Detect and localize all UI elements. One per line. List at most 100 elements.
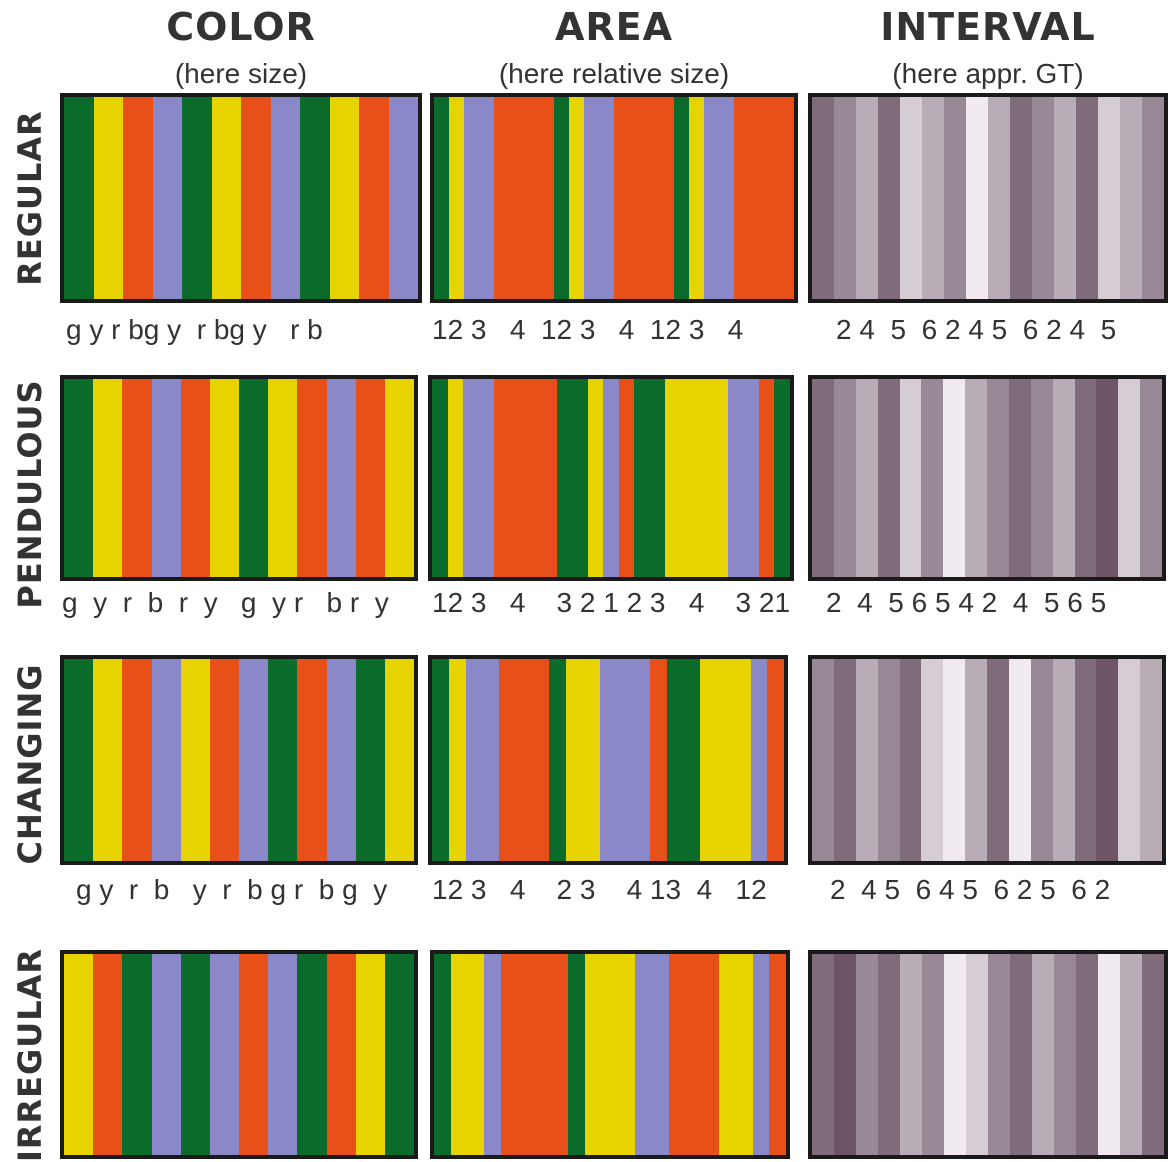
area-stripe: [634, 379, 666, 577]
interval-stripe: [965, 379, 987, 577]
color-stripe: [300, 97, 330, 299]
interval-stripe: [1010, 954, 1032, 1155]
interval-stripe: [966, 97, 988, 299]
color-stripe: [384, 659, 414, 861]
color-stripe: [93, 954, 123, 1155]
interval-stripe: [856, 954, 878, 1155]
area-stripe: [568, 954, 585, 1155]
row-label-regular: REGULAR: [11, 110, 49, 286]
area-stripe: [704, 97, 734, 299]
area-stripe: [767, 659, 784, 861]
area-stripe: [554, 97, 569, 299]
area-stripe: [584, 954, 636, 1155]
color-sequence-pendulous: g y r b r y g y r b r y: [62, 587, 389, 618]
area-stripe: [666, 659, 701, 861]
color-stripe: [64, 379, 94, 577]
interval-stripe: [1054, 97, 1076, 299]
interval-stripe: [1118, 379, 1141, 577]
interval-stripe: [1118, 659, 1141, 861]
color-stripe: [122, 659, 152, 861]
color-stripe: [180, 379, 210, 577]
color-stripe: [211, 97, 241, 299]
area-stripe: [665, 379, 728, 577]
color-stripe: [268, 954, 298, 1155]
interval-stripe: [812, 659, 834, 861]
column-title-color: COLOR: [166, 5, 316, 49]
interval-stripe: [1140, 659, 1162, 861]
color-stripe: [297, 379, 327, 577]
area-stripe: [603, 379, 619, 577]
interval-stripe: [987, 659, 1009, 861]
interval-stripe: [1076, 97, 1098, 299]
area-stripe: [635, 954, 669, 1155]
interval-stripe: [833, 659, 856, 861]
area-stripe: [449, 97, 464, 299]
area-stripe: [614, 97, 674, 299]
interval-stripe: [1008, 659, 1031, 861]
interval-panel-regular: [808, 93, 1168, 303]
interval-stripe: [1142, 97, 1164, 299]
interval-stripe: [921, 659, 944, 861]
color-stripe: [268, 659, 298, 861]
color-stripe: [384, 954, 414, 1155]
area-stripe: [549, 659, 567, 861]
color-stripe: [64, 659, 94, 861]
interval-stripe: [1030, 379, 1053, 577]
interval-stripe: [878, 97, 900, 299]
interval-stripe: [922, 954, 944, 1155]
interval-stripe: [1052, 379, 1075, 577]
interval-stripe: [900, 97, 922, 299]
area-stripe: [465, 659, 500, 861]
interval-stripe: [1052, 659, 1075, 861]
color-stripe: [355, 954, 385, 1155]
interval-stripe: [1142, 954, 1164, 1155]
area-stripe: [734, 97, 794, 299]
color-stripe: [239, 379, 269, 577]
area-stripe: [752, 954, 770, 1155]
area-stripe: [674, 97, 689, 299]
interval-stripe: [855, 379, 878, 577]
interval-stripe: [877, 659, 900, 861]
color-stripe: [297, 954, 327, 1155]
area-panel-irregular: [430, 950, 790, 1159]
interval-stripe: [1054, 954, 1076, 1155]
area-stripe: [434, 97, 449, 299]
interval-stripe: [1008, 379, 1031, 577]
interval-stripe: [1096, 379, 1119, 577]
area-stripe: [774, 379, 790, 577]
interval-sequence-regular: 2 4 5 6 2 4 5 6 2 4 5: [836, 314, 1117, 345]
interval-stripe: [921, 379, 944, 577]
color-stripe: [209, 659, 240, 861]
color-stripe: [384, 379, 414, 577]
area-stripe: [464, 97, 494, 299]
area-stripe: [463, 379, 495, 577]
interval-panel-pendulous: [808, 375, 1166, 581]
interval-stripe: [812, 954, 834, 1155]
area-stripe: [448, 659, 466, 861]
area-stripe: [432, 379, 448, 577]
color-stripe: [93, 97, 123, 299]
area-stripe: [758, 379, 775, 577]
color-stripe: [152, 97, 182, 299]
area-panel-regular: [430, 93, 798, 303]
interval-stripe: [855, 659, 878, 861]
column-subtitle-interval: (here appr. GT): [892, 58, 1084, 89]
interval-stripe: [1032, 954, 1054, 1155]
color-stripe: [180, 954, 210, 1155]
area-sequence-pendulous: 12 3 4 3 2 1 2 3 4 3 21: [432, 587, 791, 618]
column-title-interval: INTERVAL: [880, 5, 1096, 49]
area-stripe: [718, 954, 753, 1155]
interval-stripe: [812, 379, 834, 577]
color-stripe: [151, 659, 181, 861]
interval-stripe: [922, 97, 944, 299]
interval-stripe: [856, 97, 878, 299]
area-stripe: [556, 379, 588, 577]
interval-stripe: [1030, 659, 1053, 861]
row-label-pendulous: PENDULOUS: [11, 379, 49, 609]
interval-stripe: [943, 379, 966, 577]
color-stripe: [122, 954, 152, 1155]
interval-stripe: [899, 379, 922, 577]
interval-stripe: [965, 659, 987, 861]
area-stripe: [499, 659, 550, 861]
row-label-changing: CHANGING: [11, 663, 49, 865]
